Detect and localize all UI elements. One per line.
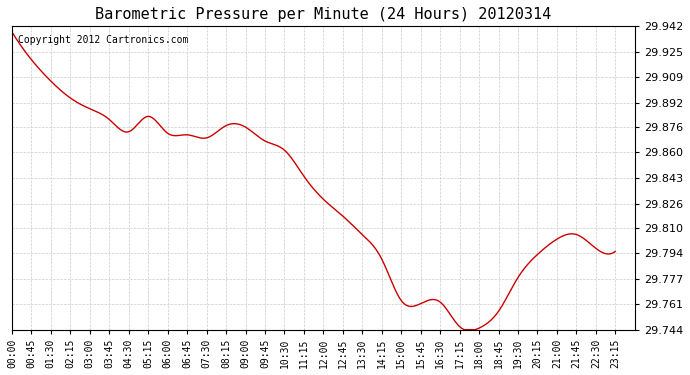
Title: Barometric Pressure per Minute (24 Hours) 20120314: Barometric Pressure per Minute (24 Hours… — [95, 7, 551, 22]
Text: Copyright 2012 Cartronics.com: Copyright 2012 Cartronics.com — [18, 35, 188, 45]
